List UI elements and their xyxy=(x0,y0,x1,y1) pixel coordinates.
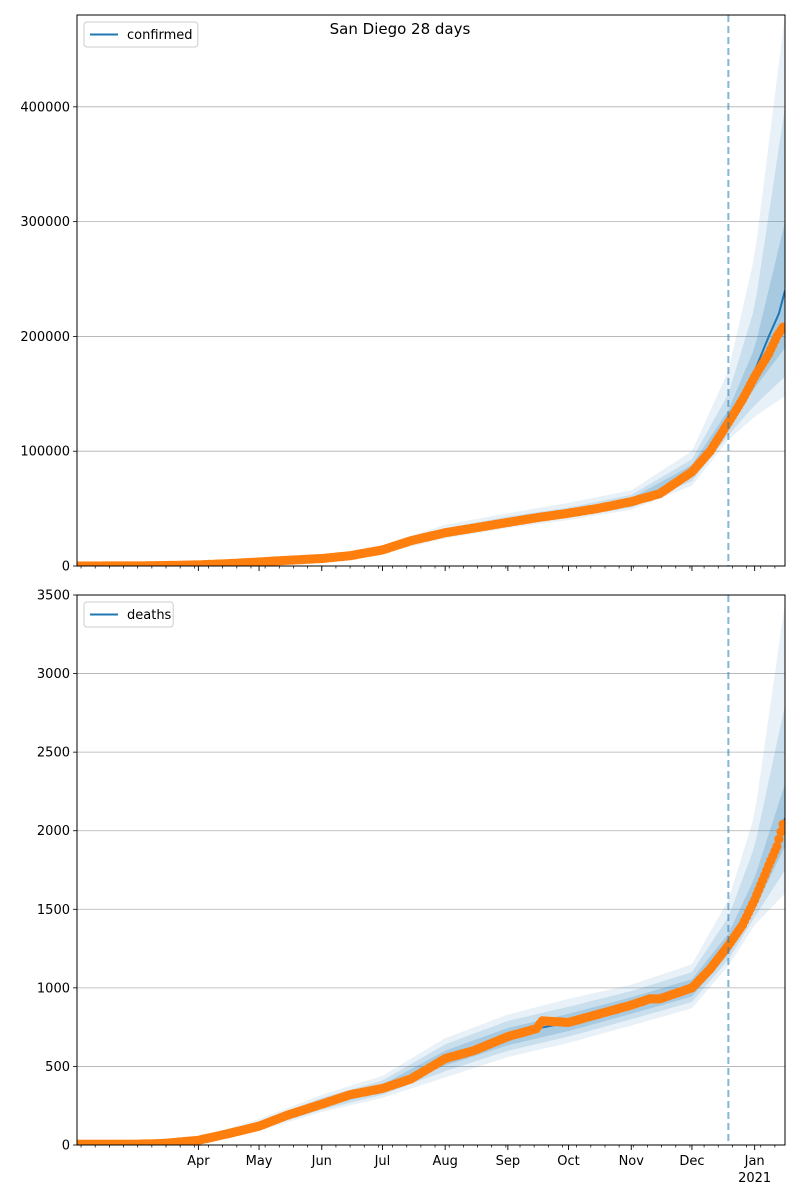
observed-point xyxy=(774,834,784,844)
x-tick-label: Dec xyxy=(679,1154,704,1169)
band-middle xyxy=(77,705,785,1145)
observed-point xyxy=(776,827,785,837)
median-line xyxy=(77,290,785,566)
x-year-label: 2021 xyxy=(738,1171,771,1186)
y-tick-label: 2500 xyxy=(37,746,70,761)
figure-title: San Diego 28 days xyxy=(329,20,471,38)
legend: deaths xyxy=(83,601,174,628)
deaths-chart: 0 500 1000 1500 2000 2500 3000 3500 Apr May Jun Jul… xyxy=(37,589,786,1186)
y-tick-label: 500 xyxy=(45,1060,70,1075)
y-tick-label: 2000 xyxy=(37,824,70,839)
legend-label: confirmed xyxy=(127,28,193,43)
x-tick-label: May xyxy=(246,1154,273,1169)
observed-point xyxy=(772,841,782,852)
x-tick-label: Aug xyxy=(432,1154,457,1169)
y-tick-label: 0 xyxy=(62,560,70,575)
x-tick-label: Oct xyxy=(557,1154,579,1169)
confirmed-chart: 0 100000 200000 300000 400000 confirmed xyxy=(20,14,786,575)
observed-point xyxy=(778,819,785,829)
x-tick-label: Jun xyxy=(311,1154,332,1169)
observed-point xyxy=(778,322,785,332)
y-tick-label: 0 xyxy=(62,1139,70,1154)
y-tick-label: 1000 xyxy=(37,981,70,996)
x-tick-label: Nov xyxy=(619,1154,645,1169)
legend-label: deaths xyxy=(127,608,172,623)
y-tick-label: 100000 xyxy=(20,445,70,460)
y-tick-label: 400000 xyxy=(20,100,70,115)
y-tick-label: 300000 xyxy=(20,215,70,230)
x-tick-label: Jan xyxy=(744,1154,765,1169)
y-tick-label: 3500 xyxy=(37,589,70,604)
band-inner xyxy=(77,221,785,566)
axes-frame xyxy=(76,14,786,567)
band-inner xyxy=(77,783,785,1145)
axes-frame xyxy=(76,594,786,1146)
x-tick-label: Apr xyxy=(187,1154,210,1169)
legend: confirmed xyxy=(83,21,199,48)
y-tick-label: 200000 xyxy=(20,330,70,345)
x-tick-label: Jul xyxy=(374,1154,391,1169)
y-tick-label: 1500 xyxy=(37,903,70,918)
x-tick-label: Sep xyxy=(496,1154,521,1169)
y-tick-label: 3000 xyxy=(37,667,70,682)
